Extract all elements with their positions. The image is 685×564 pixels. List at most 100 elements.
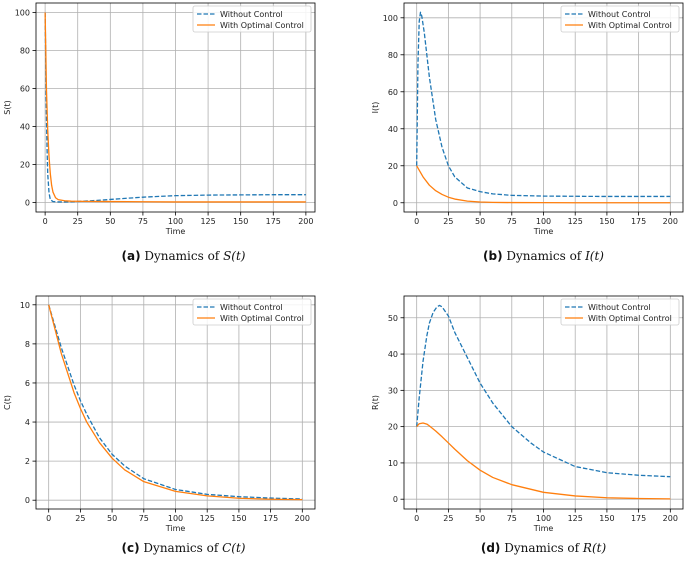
x-tick-label: 125 xyxy=(200,217,215,226)
y-axis-label: C(t) xyxy=(3,395,12,410)
y-tick-label: 50 xyxy=(388,314,398,323)
x-tick-label: 150 xyxy=(231,514,246,523)
x-tick-label: 100 xyxy=(168,217,183,226)
x-tick-label: 100 xyxy=(536,514,551,523)
subplot-caption: (a) Dynamics of S(t) xyxy=(122,249,246,263)
y-tick-label: 60 xyxy=(20,85,30,94)
axes-frame xyxy=(403,295,684,510)
subplot-I: 0 25 50 75 100 125 150 175 200020406080100TimeI(… xyxy=(371,2,684,263)
y-tick-label: 10 xyxy=(20,301,30,310)
axes-frame xyxy=(35,295,316,510)
x-tick-label: 125 xyxy=(568,217,583,226)
x-tick-label: 50 xyxy=(475,514,485,523)
series-line-without-control xyxy=(416,304,671,478)
x-tick-label: 200 xyxy=(663,217,678,226)
subplot-caption: (c) Dynamics of C(t) xyxy=(122,541,246,555)
x-tick-label: 125 xyxy=(568,514,583,523)
y-tick-label: 6 xyxy=(25,379,30,388)
x-tick-label: 100 xyxy=(168,514,183,523)
caption-text: Dynamics of xyxy=(140,541,223,555)
x-tick-label: 25 xyxy=(443,514,453,523)
x-tick-label: 0 xyxy=(46,514,51,523)
caption-tag: (b) xyxy=(483,249,503,263)
caption-variable: C(t) xyxy=(222,541,246,555)
x-tick-label: 150 xyxy=(233,217,248,226)
x-tick-label: 50 xyxy=(475,217,485,226)
subplot-caption: (d) Dynamics of R(t) xyxy=(481,541,607,555)
y-axis-label: S(t) xyxy=(3,100,12,114)
y-tick-label: 80 xyxy=(388,51,398,60)
series-line-with-optimal-control xyxy=(44,12,306,203)
y-tick-label: 0 xyxy=(393,199,398,208)
x-tick-label: 75 xyxy=(138,217,148,226)
legend-box xyxy=(192,298,312,326)
y-axis-label: R(t) xyxy=(371,395,380,410)
legend-box xyxy=(192,5,312,33)
y-tick-label: 20 xyxy=(388,162,398,171)
caption-variable: I(t) xyxy=(584,249,604,263)
legend-box xyxy=(560,5,680,33)
x-tick-label: 175 xyxy=(263,514,278,523)
x-tick-label: 0 xyxy=(43,217,48,226)
series-line-without-control xyxy=(416,11,671,198)
y-tick-label: 40 xyxy=(388,350,398,359)
x-tick-label: 0 xyxy=(414,514,419,523)
legend: Without Control With Optimal Control xyxy=(560,5,680,33)
legend-box xyxy=(560,298,680,326)
caption-tag: (a) xyxy=(122,249,141,263)
caption-variable: S(t) xyxy=(223,249,246,263)
x-axis-label: Time xyxy=(533,227,554,236)
x-tick-label: 25 xyxy=(443,217,453,226)
x-tick-label: 100 xyxy=(536,217,551,226)
legend-entry: With Optimal Control xyxy=(220,314,304,323)
subplot-S: 0 25 50 75 100 125 150 175 200020406080100TimeS(… xyxy=(3,2,316,263)
x-tick-label: 50 xyxy=(107,514,117,523)
legend: Without Control With Optimal Control xyxy=(560,298,680,326)
y-tick-label: 2 xyxy=(25,457,30,466)
x-tick-label: 200 xyxy=(295,514,310,523)
x-axis-label: Time xyxy=(165,227,186,236)
x-tick-label: 75 xyxy=(507,514,517,523)
caption-text: Dynamics of xyxy=(141,249,224,263)
y-tick-label: 0 xyxy=(393,495,398,504)
legend-entry: With Optimal Control xyxy=(220,21,304,30)
x-tick-label: 150 xyxy=(599,217,614,226)
y-tick-label: 8 xyxy=(25,340,30,349)
caption-text: Dynamics of xyxy=(503,249,586,263)
series-line-without-control xyxy=(48,304,303,500)
caption-variable: R(t) xyxy=(582,541,607,555)
y-tick-label: 0 xyxy=(25,496,30,505)
legend: Without Control With Optimal Control xyxy=(192,5,312,33)
x-tick-label: 25 xyxy=(73,217,83,226)
x-tick-label: 175 xyxy=(266,217,281,226)
x-axis-label: Time xyxy=(533,524,554,533)
caption-text: Dynamics of xyxy=(500,541,583,555)
x-tick-label: 125 xyxy=(200,514,215,523)
x-tick-label: 25 xyxy=(75,514,85,523)
series-line-with-optimal-control xyxy=(48,304,303,501)
y-tick-label: 40 xyxy=(20,123,30,132)
y-axis-label: I(t) xyxy=(371,102,380,114)
axes-frame xyxy=(403,2,684,213)
legend: Without Control With Optimal Control xyxy=(192,298,312,326)
subplot-C: 0 25 50 75 100 125 150 175 200 0 2 4 6 8 10 Time C(t) Wit… xyxy=(3,295,316,555)
series-line-with-optimal-control xyxy=(416,422,671,500)
legend-entry: Without Control xyxy=(220,10,283,19)
legend-entry: With Optimal Control xyxy=(588,21,672,30)
y-tick-label: 30 xyxy=(388,386,398,395)
y-tick-label: 60 xyxy=(388,88,398,97)
y-tick-label: 20 xyxy=(20,161,30,170)
x-tick-label: 175 xyxy=(631,514,646,523)
x-tick-label: 75 xyxy=(507,217,517,226)
x-axis-label: Time xyxy=(165,524,186,533)
y-tick-label: 0 xyxy=(25,199,30,208)
x-tick-label: 200 xyxy=(663,514,678,523)
caption-tag: (c) xyxy=(122,541,140,555)
caption-tag: (d) xyxy=(481,541,501,555)
legend-entry: Without Control xyxy=(588,303,651,312)
x-tick-label: 150 xyxy=(599,514,614,523)
series-line-with-optimal-control xyxy=(416,165,671,204)
legend-entry: Without Control xyxy=(220,303,283,312)
x-tick-label: 0 xyxy=(414,217,419,226)
